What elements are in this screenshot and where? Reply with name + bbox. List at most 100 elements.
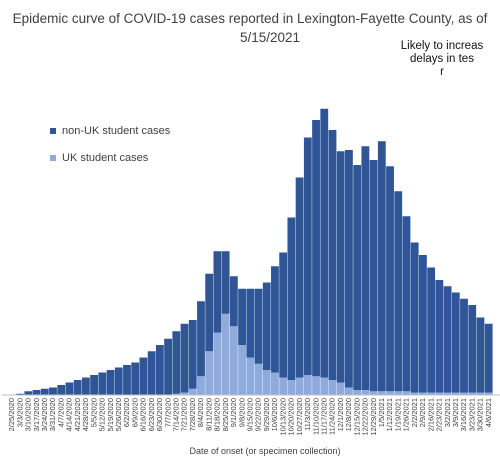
bar-uk-9/29/2020 — [262, 370, 271, 395]
bar-uk-1/26/2021 — [402, 391, 411, 395]
x-tick-label: 3/23/2021 — [467, 398, 476, 431]
bar-uk-3/16/2021 — [460, 392, 468, 395]
x-tick-label: 3/31/2020 — [48, 398, 57, 431]
x-tick-label: 7/14/2020 — [172, 398, 181, 431]
x-tick-label: 6/2/2020 — [122, 398, 131, 427]
bar-uk-9/22/2020 — [254, 363, 263, 395]
bar-uk-2/2/2021 — [410, 392, 419, 395]
bar-non-uk-12/22/2020 — [361, 146, 370, 390]
legend-label-non-uk: non-UK student cases — [62, 125, 171, 137]
chart-title-line2: 5/15/2021 — [239, 30, 301, 45]
bar-non-uk-3/23/2021 — [468, 305, 477, 393]
bar-non-uk-5/5/2020 — [90, 375, 99, 395]
bar-non-uk-11/17/2020 — [320, 108, 329, 378]
bar-uk-3/30/2021 — [476, 392, 485, 395]
bar-uk-1/12/2021 — [386, 391, 394, 395]
annotation-note: Likely to increas delays in tes r — [382, 40, 500, 79]
bar-non-uk-3/17/2020 — [32, 390, 41, 395]
x-tick-label: 7/28/2020 — [188, 398, 197, 431]
x-tick-label: 5/19/2020 — [106, 398, 115, 431]
bar-uk-3/23/2021 — [468, 392, 477, 395]
bar-non-uk-2/9/2021 — [419, 255, 427, 393]
bar-non-uk-6/23/2020 — [147, 351, 156, 395]
legend-label-uk: UK student cases — [62, 152, 149, 164]
bar-uk-12/22/2020 — [361, 390, 370, 395]
x-tick-label: 10/20/2020 — [287, 398, 296, 436]
bar-uk-9/8/2020 — [238, 345, 246, 395]
legend-item-non-uk: non-UK student cases — [50, 124, 170, 138]
x-tick-label: 8/25/2020 — [221, 398, 230, 431]
bar-non-uk-3/3/2020 — [16, 393, 25, 395]
x-tick-label: 12/15/2020 — [352, 398, 361, 436]
annotation-line: Likely to increas — [400, 40, 484, 52]
x-tick-label: 9/15/2020 — [245, 398, 254, 431]
bar-non-uk-3/2/2021 — [443, 286, 452, 393]
x-tick-label: 3/17/2020 — [32, 398, 41, 431]
bar-uk-1/5/2021 — [377, 391, 386, 395]
x-tick-label: 9/22/2020 — [254, 398, 263, 431]
x-tick-label: 10/13/2020 — [278, 398, 287, 436]
x-tick-label: 3/2/2021 — [443, 398, 452, 427]
bar-non-uk-4/28/2020 — [81, 377, 90, 395]
chart-legend: non-UK student cases UK student cases — [50, 124, 170, 165]
bar-non-uk-2/23/2021 — [435, 280, 444, 393]
x-tick-label: 10/6/2020 — [270, 398, 279, 431]
x-tick-label: 1/12/2021 — [385, 398, 394, 431]
x-tick-label: 6/30/2020 — [155, 398, 164, 431]
bar-non-uk-8/25/2020 — [221, 251, 230, 314]
x-tick-label: 9/8/2020 — [237, 398, 246, 427]
x-tick-label: 2/25/2020 — [7, 398, 16, 431]
x-tick-label: 11/3/2020 — [303, 398, 312, 431]
bar-non-uk-3/9/2021 — [451, 292, 460, 393]
bar-non-uk-3/16/2021 — [460, 298, 468, 393]
annotation-line: r — [440, 66, 444, 78]
bar-uk-8/18/2020 — [213, 332, 222, 395]
x-axis-label: Date of onset (or specimen collection) — [189, 446, 341, 456]
x-tick-label: 3/9/2021 — [451, 398, 460, 427]
bar-non-uk-9/29/2020 — [262, 282, 271, 370]
bar-non-uk-1/5/2021 — [377, 141, 386, 392]
bar-uk-12/8/2020 — [345, 387, 353, 395]
x-tick-label: 9/29/2020 — [262, 398, 271, 431]
bar-uk-11/17/2020 — [320, 377, 329, 395]
x-tick-label: 1/5/2021 — [377, 398, 386, 427]
x-tick-label: 9/1/2020 — [229, 398, 238, 427]
x-tick-label: 1/26/2021 — [402, 398, 411, 431]
bar-non-uk-4/14/2020 — [65, 382, 74, 395]
x-tick-label: 12/8/2020 — [344, 398, 353, 431]
bar-non-uk-11/3/2020 — [303, 137, 312, 375]
bar-non-uk-12/1/2020 — [336, 151, 345, 383]
bar-non-uk-3/24/2020 — [40, 388, 49, 395]
x-tick-label: 3/16/2021 — [459, 398, 468, 431]
bar-non-uk-5/12/2020 — [98, 372, 107, 395]
bar-uk-7/28/2020 — [188, 388, 197, 395]
bar-non-uk-1/12/2021 — [386, 166, 394, 392]
x-tick-label: 6/23/2020 — [147, 398, 156, 431]
legend-swatch-uk — [50, 155, 56, 161]
bars-group — [16, 108, 493, 395]
bar-uk-8/25/2020 — [221, 313, 230, 395]
x-tick-label: 3/30/2021 — [476, 398, 485, 431]
bar-uk-9/1/2020 — [229, 326, 238, 395]
bar-uk-2/9/2021 — [419, 392, 427, 395]
x-tick-label: 2/23/2021 — [435, 398, 444, 431]
x-tick-labels: 2/25/2020 3/3/2020 3/10/2020 3/17/2020 3/24/… — [7, 398, 493, 436]
bar-non-uk-12/15/2020 — [353, 165, 362, 390]
bar-non-uk-6/16/2020 — [139, 357, 148, 395]
x-tick-label: 11/17/2020 — [319, 398, 328, 435]
bar-uk-10/6/2020 — [271, 372, 279, 395]
bar-uk-4/6/2021 — [484, 392, 493, 395]
bar-non-uk-7/28/2020 — [188, 320, 197, 389]
x-tick-label: 4/14/2020 — [65, 398, 74, 431]
bar-non-uk-10/27/2020 — [295, 177, 304, 378]
bar-uk-1/19/2021 — [394, 391, 403, 395]
bar-uk-3/9/2021 — [451, 392, 460, 395]
bar-uk-2/23/2021 — [435, 392, 444, 395]
bar-non-uk-10/6/2020 — [271, 266, 279, 373]
x-tick-label: 12/1/2020 — [336, 398, 345, 431]
bar-non-uk-1/19/2021 — [394, 191, 403, 392]
bar-uk-12/1/2020 — [336, 382, 345, 395]
bar-non-uk-11/24/2020 — [328, 130, 337, 380]
bar-non-uk-6/9/2020 — [131, 362, 140, 395]
